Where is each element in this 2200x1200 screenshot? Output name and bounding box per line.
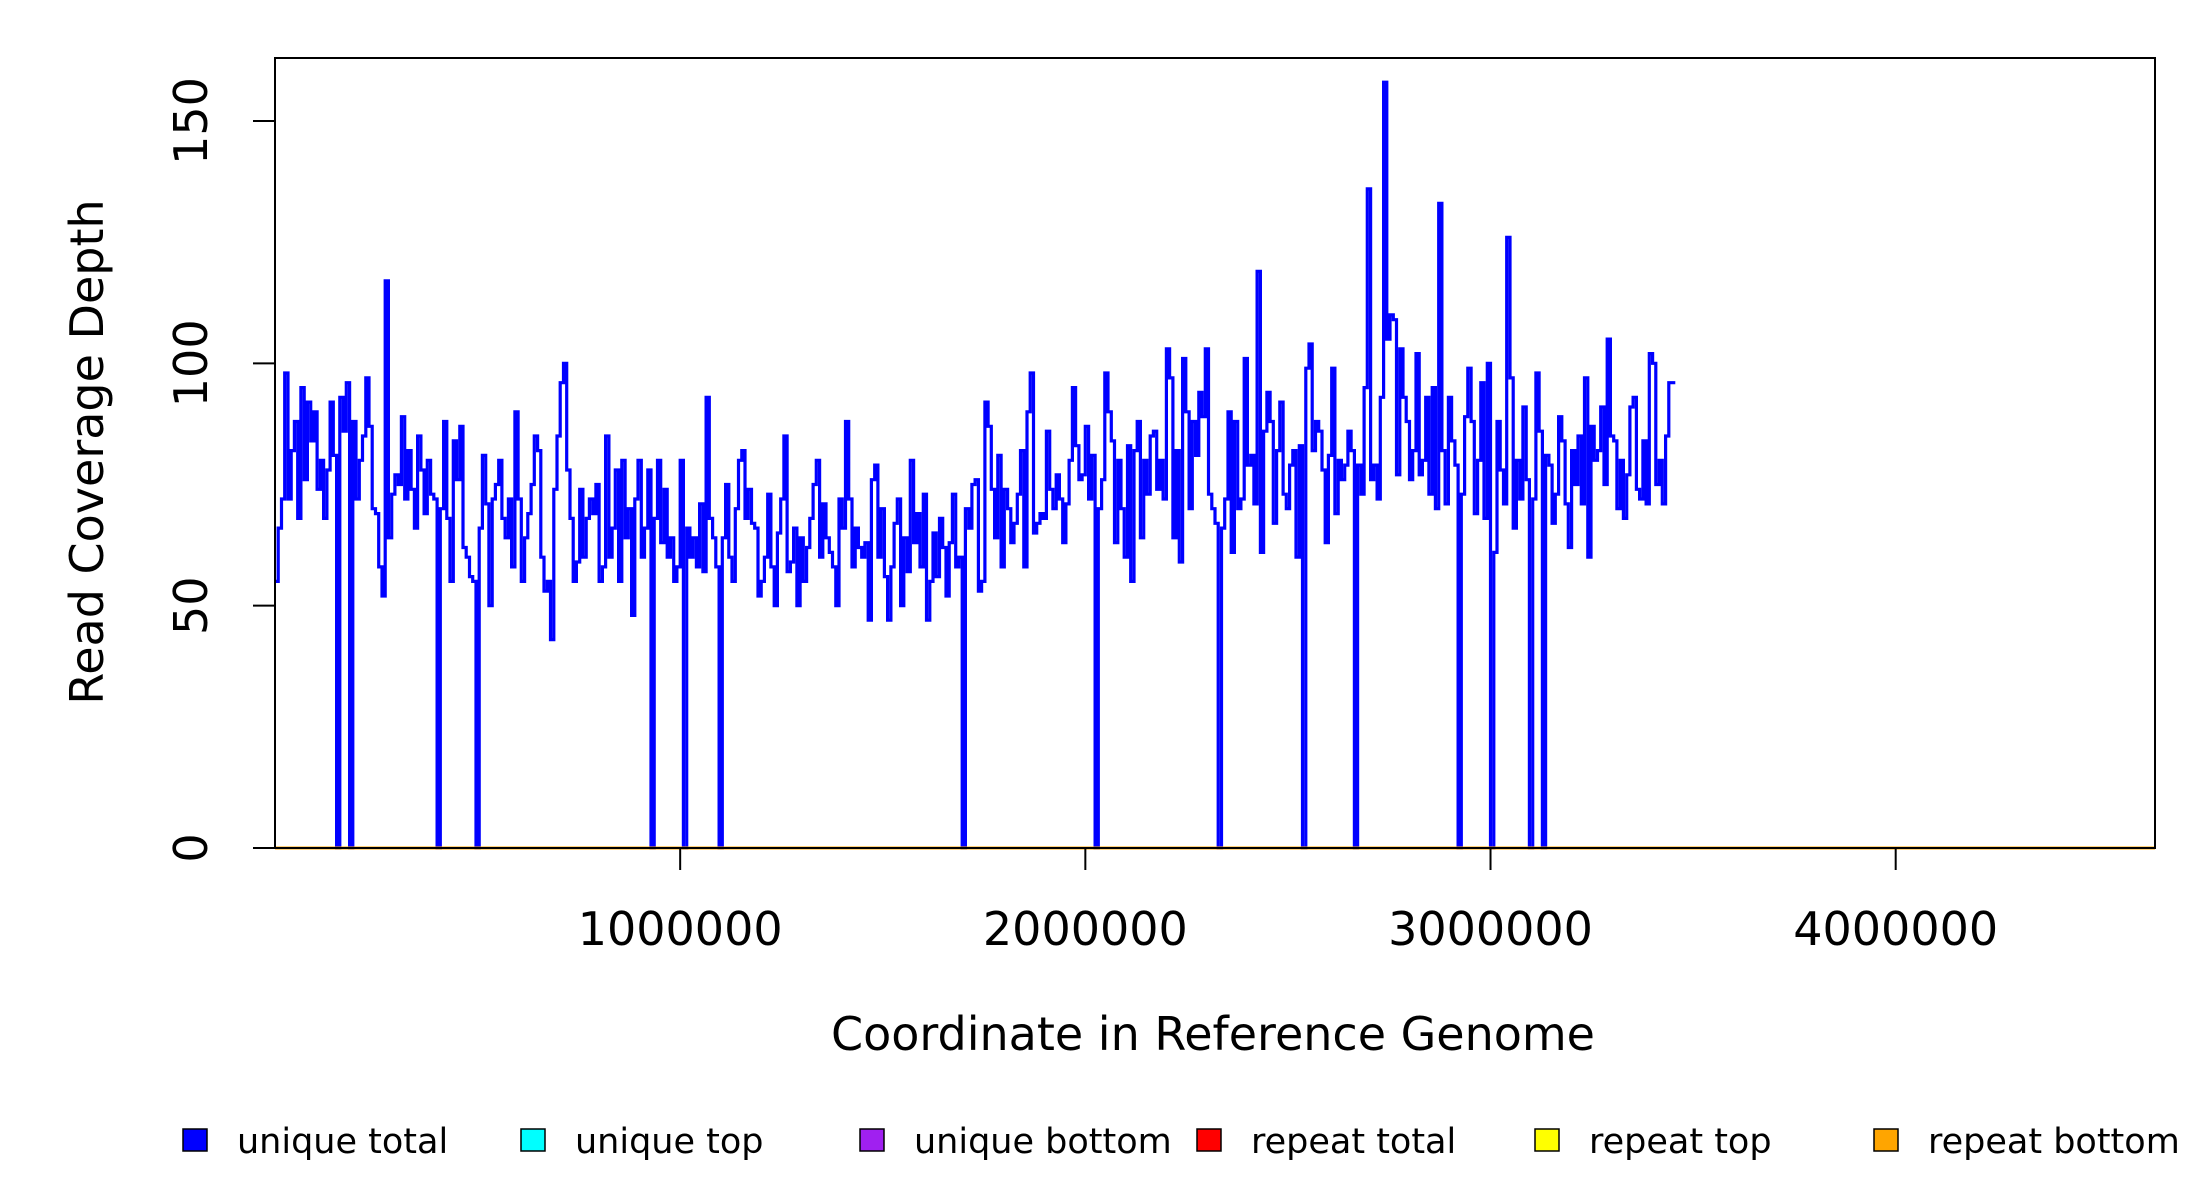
series-layer [275,80,2155,850]
y-tick-label-50: 50 [164,576,218,635]
legend-item-repeat-total: repeat total [1196,1122,1456,1162]
y-axis-title: Read Coverage Depth [60,199,114,704]
legend-label-unique-bottom: unique bottom [914,1122,1172,1162]
x-tick-label-3000000: 3000000 [1388,902,1593,956]
legend-swatch-unique-bottom [859,1128,885,1152]
legend-item-repeat-bottom: repeat bottom [1873,1122,2180,1162]
legend-swatch-unique-total [182,1128,208,1152]
legend-label-repeat-top: repeat top [1589,1122,1772,1162]
legend-item-repeat-top: repeat top [1534,1122,1772,1162]
x-tick-label-1000000: 1000000 [578,902,783,956]
y-tick-label-150: 150 [164,77,218,165]
legend: unique total unique top unique bottom repea… [182,1122,2180,1162]
legend-label-repeat-total: repeat total [1251,1122,1456,1162]
y-tick-label-100: 100 [164,319,218,407]
x-axis-title: Coordinate in Reference Genome [831,1007,1595,1061]
legend-item-unique-top: unique top [520,1122,764,1162]
legend-swatch-repeat-total [1196,1128,1222,1152]
legend-swatch-unique-top [520,1128,546,1152]
legend-swatch-repeat-top [1534,1128,1560,1152]
plot-frame [274,57,2156,849]
y-tick-label-0: 0 [164,833,218,862]
legend-label-repeat-bottom: repeat bottom [1928,1122,2180,1162]
legend-swatch-repeat-bottom [1873,1128,1899,1152]
legend-item-unique-total: unique total [182,1122,448,1162]
legend-label-unique-top: unique top [575,1122,764,1162]
axes-layer: 0 50 100 150 1000000 2000000 3000000 4000000 [164,57,2156,956]
x-tick-label-4000000: 4000000 [1793,902,1998,956]
legend-item-unique-bottom: unique bottom [859,1122,1172,1162]
series-line-unique-total [275,80,1676,850]
x-tick-label-2000000: 2000000 [983,902,1188,956]
legend-label-unique-total: unique total [237,1122,448,1162]
